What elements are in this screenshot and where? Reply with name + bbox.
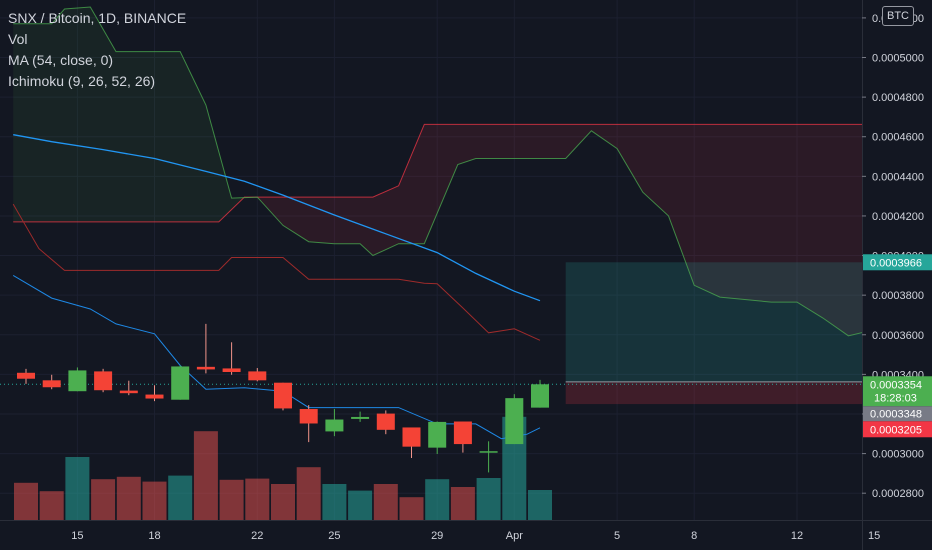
plot-area	[0, 0, 862, 520]
volume-bar	[14, 482, 38, 520]
volume-bar	[116, 476, 141, 520]
candle-body	[428, 421, 447, 448]
x-tick-label: 12	[791, 530, 803, 542]
legend-volume[interactable]: Vol	[8, 31, 28, 47]
x-tick-label: 5	[614, 530, 620, 542]
price-label-stop: 0.0003205	[870, 424, 922, 436]
y-tick-label: 0.0004200	[872, 211, 924, 223]
x-tick-label: 18	[148, 530, 160, 542]
volume-bar	[450, 487, 475, 520]
kumo-bull-fill	[13, 7, 245, 222]
currency-button[interactable]: BTC	[882, 6, 914, 26]
x-tick-label: 22	[251, 530, 263, 542]
countdown-label: 18:28:03	[874, 392, 917, 404]
x-tick-label: 15	[71, 530, 83, 542]
candle-body	[479, 451, 498, 453]
symbol-title[interactable]: SNX / Bitcoin, 1D, BINANCE	[8, 10, 187, 26]
x-tick-label: Apr	[506, 530, 523, 542]
candle-body	[94, 371, 113, 391]
y-tick-label: 0.0004400	[872, 171, 924, 183]
candle-body	[17, 372, 35, 379]
ichimoku-base-line	[12, 203, 541, 341]
position-stop-zone	[565, 381, 862, 405]
candle-body	[171, 366, 190, 400]
candle-body	[119, 390, 138, 394]
volume-bar	[39, 491, 64, 520]
candle-body	[376, 413, 395, 430]
candle-body	[325, 419, 344, 432]
volume-bar	[245, 478, 270, 520]
candle-body	[453, 421, 472, 445]
volume-bar	[373, 484, 398, 520]
legend-ichimoku[interactable]: Ichimoku (9, 26, 52, 26)	[8, 73, 156, 89]
volume-bar	[193, 431, 218, 520]
ichimoku-lead-b-line	[13, 123, 862, 223]
x-tick-label: 29	[431, 530, 443, 542]
volume-bar	[528, 490, 552, 520]
volume-bar	[348, 490, 373, 520]
candle-body	[505, 398, 524, 445]
legend-ma[interactable]: MA (54, close, 0)	[8, 52, 114, 68]
y-tick-label: 0.0004800	[872, 92, 924, 104]
y-tick-label: 0.0003600	[872, 330, 924, 342]
price-label-prev: 0.0003348	[870, 408, 922, 420]
candle-body	[299, 409, 318, 424]
candle-body	[531, 384, 549, 408]
volume-bar	[425, 479, 450, 520]
y-tick-label: 0.0005000	[872, 53, 924, 65]
volume-bar	[399, 497, 424, 520]
candle-body	[42, 380, 61, 388]
candle-body	[351, 416, 370, 419]
y-tick-label: 0.0002800	[872, 488, 924, 500]
candle-body	[222, 368, 241, 372]
volume-bar	[296, 467, 321, 520]
x-tick-label: 15	[868, 530, 880, 542]
volume-bar	[65, 457, 90, 520]
y-tick-label: 0.0004600	[872, 132, 924, 144]
x-tick-label: 25	[328, 530, 340, 542]
volume-bar	[476, 478, 501, 520]
price-label-target: 0.0003966	[870, 257, 922, 269]
candle-body	[196, 366, 215, 370]
moving-average-line	[13, 134, 541, 302]
candle-body	[68, 370, 87, 392]
price-label-stop-bg	[863, 421, 932, 438]
volume-bar	[271, 484, 295, 520]
volume-bar	[219, 479, 244, 520]
price-label-last: 0.0003354	[870, 379, 922, 391]
candle-body	[274, 382, 292, 409]
y-tick-label: 0.0003800	[872, 290, 924, 302]
volume-bar	[142, 481, 167, 520]
volume-bar	[168, 475, 193, 520]
volume-bar	[91, 479, 116, 520]
price-label-prev-bg	[863, 406, 932, 422]
candle-body	[248, 371, 267, 381]
candle-body	[402, 427, 421, 447]
price-label-last-bg	[863, 376, 932, 407]
candle-body	[145, 394, 164, 399]
price-label-target-bg	[863, 254, 932, 271]
position-target-zone	[565, 262, 862, 382]
volume-bar	[322, 484, 347, 520]
kumo-bear-fill	[244, 124, 862, 336]
y-tick-label: 0.0003000	[872, 449, 924, 461]
x-tick-label: 8	[691, 530, 697, 542]
chart-legend: SNX / Bitcoin, 1D, BINANCE Vol MA (54, c…	[8, 8, 186, 92]
